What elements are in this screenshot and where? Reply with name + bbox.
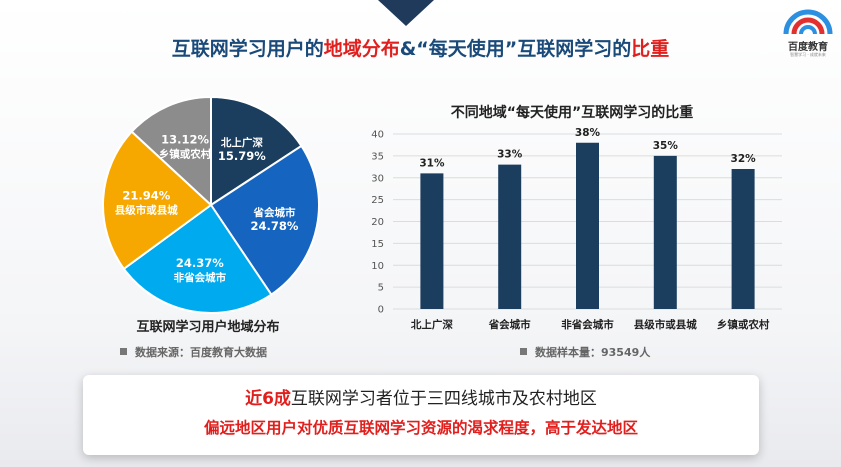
pie-slice-item-4 — [102, 130, 213, 271]
baidu-education-logo: 百度教育 智慧学习 · 成就未来 — [780, 4, 836, 60]
y-tick-label: 5 — [378, 283, 384, 294]
pie-text-line2-item-4: 县级市或县城 — [115, 203, 178, 216]
pie-source-note: 数据来源：百度教育大数据 — [120, 344, 267, 360]
pie-text-line2-item-3: 非省会城市 — [174, 271, 227, 284]
y-tick-label: 10 — [371, 261, 384, 272]
x-category-label: 非省会城市 — [561, 318, 614, 331]
pie-slice-item-2 — [209, 144, 320, 296]
banner-subline: 偏远地区用户对优质互联网学习资源的渴求程度，高于发达地区 — [203, 419, 638, 437]
pie-text-line2-item-2: 24.78% — [251, 219, 299, 233]
page-title-part3: &“每天使用”互联网学习的 — [399, 38, 632, 60]
bar-data-label: 31% — [419, 157, 445, 169]
x-category-label: 北上广深 — [411, 318, 453, 331]
pie-text-line1-item-2: 省会城市 — [253, 206, 296, 219]
pie-text-line1-item-3: 24.37% — [176, 256, 224, 270]
x-category-label: 省会城市 — [488, 318, 531, 331]
bar-3 — [576, 142, 599, 309]
bar-5 — [731, 169, 755, 309]
page-title: 互联网学习用户的地域分布&“每天使用”互联网学习的比重 — [0, 34, 841, 61]
banner-highlight: 近6成 — [245, 389, 291, 409]
logo-slogan: 智慧学习 · 成就未来 — [790, 52, 826, 57]
bullet-square-icon — [120, 348, 127, 355]
pie-text-line2-item-1: 15.79% — [218, 149, 266, 163]
bar-data-label: 35% — [653, 140, 679, 152]
bar-data-label: 32% — [731, 153, 757, 165]
bar-2 — [498, 164, 522, 309]
banner-headline-rest: 互联网学习者位于三四线城市及农村地区 — [290, 389, 597, 409]
x-category-label: 乡镇或农村 — [717, 318, 770, 331]
pie-chart-caption: 互联网学习用户地域分布 — [136, 320, 280, 335]
bar-chart-title: 不同地域“每天使用”互联网学习的比重 — [450, 105, 694, 121]
bar-sample-text: 数据样本量：93549人 — [535, 346, 651, 359]
y-tick-label: 0 — [378, 305, 384, 316]
y-tick-label: 40 — [371, 130, 384, 141]
y-tick-label: 35 — [371, 151, 384, 162]
page-title-highlight-ratio: 比重 — [631, 38, 670, 60]
logo-name: 百度教育 — [788, 42, 828, 53]
logo-arc-icon — [783, 9, 833, 35]
y-tick-label: 15 — [371, 239, 384, 250]
pie-text-line1-item-4: 21.94% — [122, 188, 170, 202]
pie-slice-item-5 — [130, 95, 212, 208]
y-tick-label: 30 — [371, 173, 384, 184]
pie-slice-item-3 — [122, 203, 273, 314]
y-tick-label: 20 — [371, 217, 384, 228]
pie-text-line1-item-1: 北上广深 — [221, 136, 263, 149]
page-title-part1: 互联网学习用户的 — [171, 38, 324, 60]
banner-headline: 近6成互联网学习者位于三四线城市及农村地区 — [83, 384, 759, 409]
pie-source-text: 数据来源：百度教育大数据 — [135, 346, 267, 359]
bar-sample-note: 数据样本量：93549人 — [520, 344, 650, 360]
y-tick-label: 25 — [371, 195, 384, 206]
bar-1 — [420, 173, 444, 309]
top-triangle-decoration — [378, 0, 434, 26]
pie-slice-item-1 — [210, 95, 303, 207]
bar-data-label: 38% — [575, 127, 601, 139]
x-category-label: 县级市或县城 — [634, 318, 697, 331]
pie-text-line2-item-5: 乡镇或农村 — [159, 148, 212, 161]
bar-data-label: 33% — [497, 149, 523, 161]
pie-text-line1-item-5: 13.12% — [161, 133, 209, 147]
bar-4 — [653, 155, 677, 309]
bullet-square-icon — [520, 348, 527, 355]
conclusion-banner: 近6成互联网学习者位于三四线城市及农村地区 偏远地区用户对优质互联网学习资源的渴… — [83, 375, 759, 455]
page-title-highlight-region: 地域分布 — [323, 38, 400, 60]
